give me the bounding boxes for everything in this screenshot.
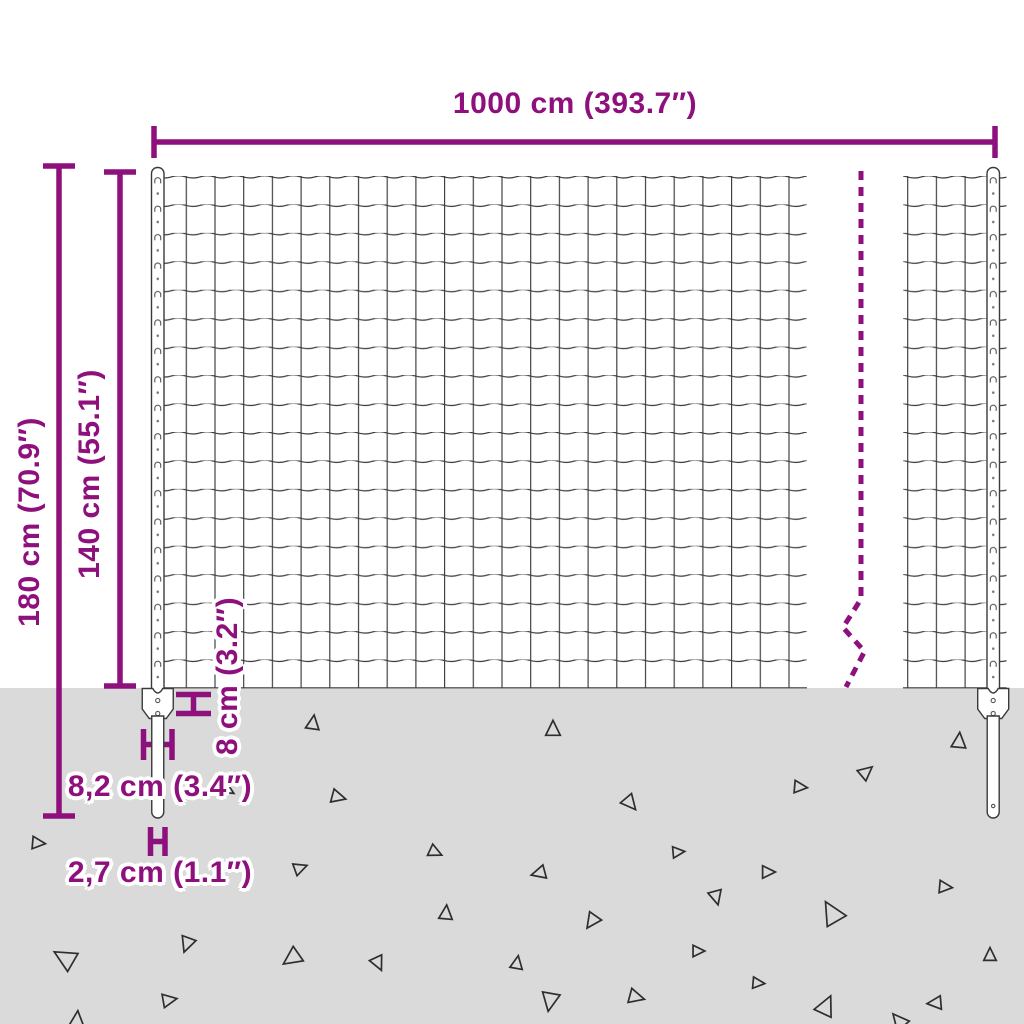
fence-post-left (150, 166, 165, 701)
dim-total-width-label: 1000 cm (393.7″) (452, 87, 698, 120)
ground-triangle (618, 791, 637, 812)
dim-spike-width-marker (147, 827, 168, 856)
ground-triangles (31, 713, 998, 1024)
ground-triangle (761, 864, 778, 880)
dim-mesh-height-label: 140 cm (55.1″) (73, 369, 106, 579)
ground-triangle (541, 990, 562, 1014)
fence-mesh-left (157, 176, 807, 689)
dim-plate-height-marker (176, 691, 211, 717)
ground-spike-left (151, 715, 165, 819)
ground-triangle (426, 842, 444, 857)
dim-plate-width-label: 8,2 cm (3.4″) (67, 770, 253, 803)
ground-triangle (692, 943, 707, 959)
ground-triangle (529, 863, 548, 880)
ground-triangle (304, 713, 321, 731)
ground-triangle (367, 953, 383, 973)
ground-triangle (544, 718, 562, 737)
ground-triangle (626, 986, 647, 1004)
plate-hole (990, 697, 996, 704)
ground-triangle (891, 1012, 911, 1024)
dim-total-height-label: 180 cm (70.9″) (13, 417, 46, 627)
ground-triangle (949, 730, 967, 749)
panel-break-line (839, 171, 868, 689)
dim-spike-width-label: 2,7 cm (1.1″) (67, 856, 253, 889)
ground-spike-right (986, 715, 1000, 819)
ground-triangle (160, 993, 179, 1010)
ground-triangle (291, 862, 309, 878)
spike-hole (990, 803, 996, 809)
ground-triangle (329, 787, 348, 804)
plate-hole (155, 710, 161, 717)
ground-triangle (67, 1008, 86, 1024)
dim-plate-height-label: 8 cm (3.2″) (211, 596, 244, 756)
ground-triangle (585, 910, 604, 930)
plate-hole (990, 710, 996, 717)
dim-mesh-height-line (104, 169, 136, 689)
ground-triangle (706, 888, 723, 907)
ground-triangle (925, 994, 943, 1011)
ground-triangle (982, 945, 998, 962)
ground-triangle (812, 994, 832, 1019)
ground-triangle (219, 780, 236, 795)
ground-triangle (793, 778, 810, 795)
ground-triangle (824, 900, 848, 929)
ground-triangle (31, 834, 48, 851)
ground-triangle (508, 953, 524, 971)
ground-triangle (281, 944, 305, 966)
dim-total-width-line (151, 126, 998, 158)
ground-triangle (751, 975, 767, 990)
ground-triangle (52, 950, 80, 974)
plate-hole (155, 697, 161, 704)
ground-triangle (437, 903, 454, 921)
ground-triangle (938, 878, 955, 895)
ground-triangle (181, 934, 198, 954)
fence-post-right (986, 166, 1001, 701)
dim-total-height-line (43, 163, 75, 819)
ground-triangle (671, 845, 687, 860)
ground-triangle (855, 765, 874, 783)
